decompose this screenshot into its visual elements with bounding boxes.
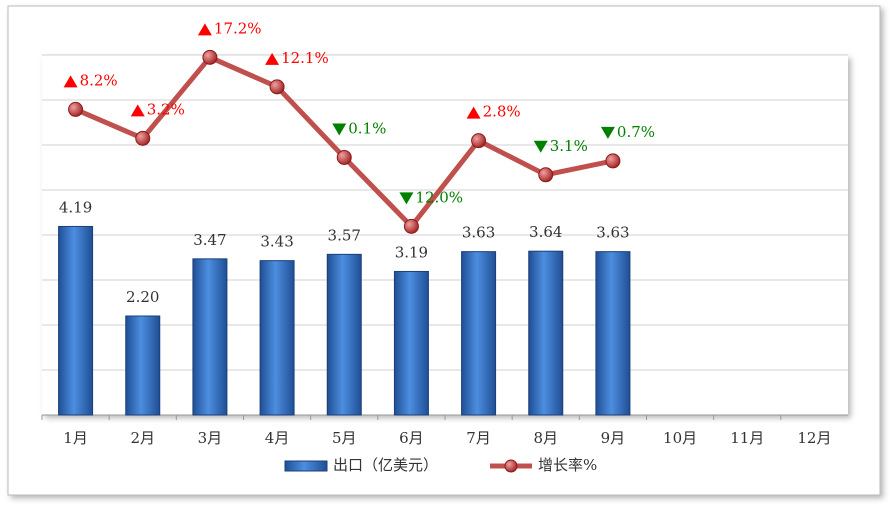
x-tick-label: 1月 xyxy=(63,429,88,447)
line-point xyxy=(471,133,487,149)
trend-arrow xyxy=(533,140,548,153)
x-tick-label: 6月 xyxy=(399,429,424,447)
line-label: 12.0% xyxy=(415,188,463,206)
line-label: 17.2% xyxy=(214,19,262,37)
trend-arrow xyxy=(332,123,347,136)
trend-arrow xyxy=(466,106,481,119)
x-tick-label: 2月 xyxy=(130,429,155,447)
trend-arrow xyxy=(197,23,212,36)
x-tick-label: 10月 xyxy=(663,429,697,447)
line-label: 0.7% xyxy=(617,123,655,141)
bar-label: 3.57 xyxy=(328,226,361,244)
line-point xyxy=(538,167,554,183)
bar xyxy=(192,258,228,416)
line-label: 2.8% xyxy=(483,103,521,121)
x-tick-label: 9月 xyxy=(601,429,626,447)
x-tick-label: 3月 xyxy=(198,429,223,447)
x-tick-label: 5月 xyxy=(332,429,357,447)
x-tick-label: 8月 xyxy=(533,429,558,447)
bar-label: 2.20 xyxy=(126,288,159,306)
line-label: 0.1% xyxy=(348,119,386,137)
line-point xyxy=(68,101,84,117)
bar-label: 3.47 xyxy=(193,231,226,249)
x-tick-label: 4月 xyxy=(265,429,290,447)
trend-arrow xyxy=(130,104,145,117)
line-label: 12.1% xyxy=(281,49,329,67)
bar xyxy=(259,260,295,416)
bar-label: 3.63 xyxy=(596,224,629,242)
line-point xyxy=(403,218,419,234)
bar xyxy=(58,225,94,416)
line-point xyxy=(135,130,151,146)
bar-label: 3.43 xyxy=(260,233,293,251)
trend-arrow xyxy=(399,192,414,205)
line-point xyxy=(269,79,285,95)
bar-label: 3.64 xyxy=(529,223,562,241)
trend-arrow xyxy=(600,126,615,139)
legend-swatch xyxy=(284,460,328,472)
bar-label: 3.63 xyxy=(462,224,495,242)
bar xyxy=(125,315,161,416)
line-label: 8.2% xyxy=(80,71,118,89)
bar xyxy=(326,253,362,416)
bar xyxy=(528,250,564,416)
trend-arrow xyxy=(265,52,280,65)
trend-arrow xyxy=(63,75,78,88)
line-point xyxy=(336,149,352,165)
legend-label: 出口（亿美元） xyxy=(333,456,438,474)
legend-label: 增长率% xyxy=(538,456,597,474)
line-point xyxy=(202,49,218,65)
x-tick-label: 11月 xyxy=(730,429,764,447)
line-label: 3.1% xyxy=(550,137,588,155)
x-tick-label: 12月 xyxy=(797,429,831,447)
line-point xyxy=(605,153,621,169)
bar xyxy=(461,251,497,416)
line-label: 3.2% xyxy=(147,100,185,118)
bar-label: 4.19 xyxy=(59,198,92,216)
x-tick-label: 7月 xyxy=(466,429,491,447)
bar xyxy=(595,251,631,416)
bar-label: 3.19 xyxy=(395,243,428,261)
legend-swatch xyxy=(504,459,518,473)
bar xyxy=(393,270,429,416)
